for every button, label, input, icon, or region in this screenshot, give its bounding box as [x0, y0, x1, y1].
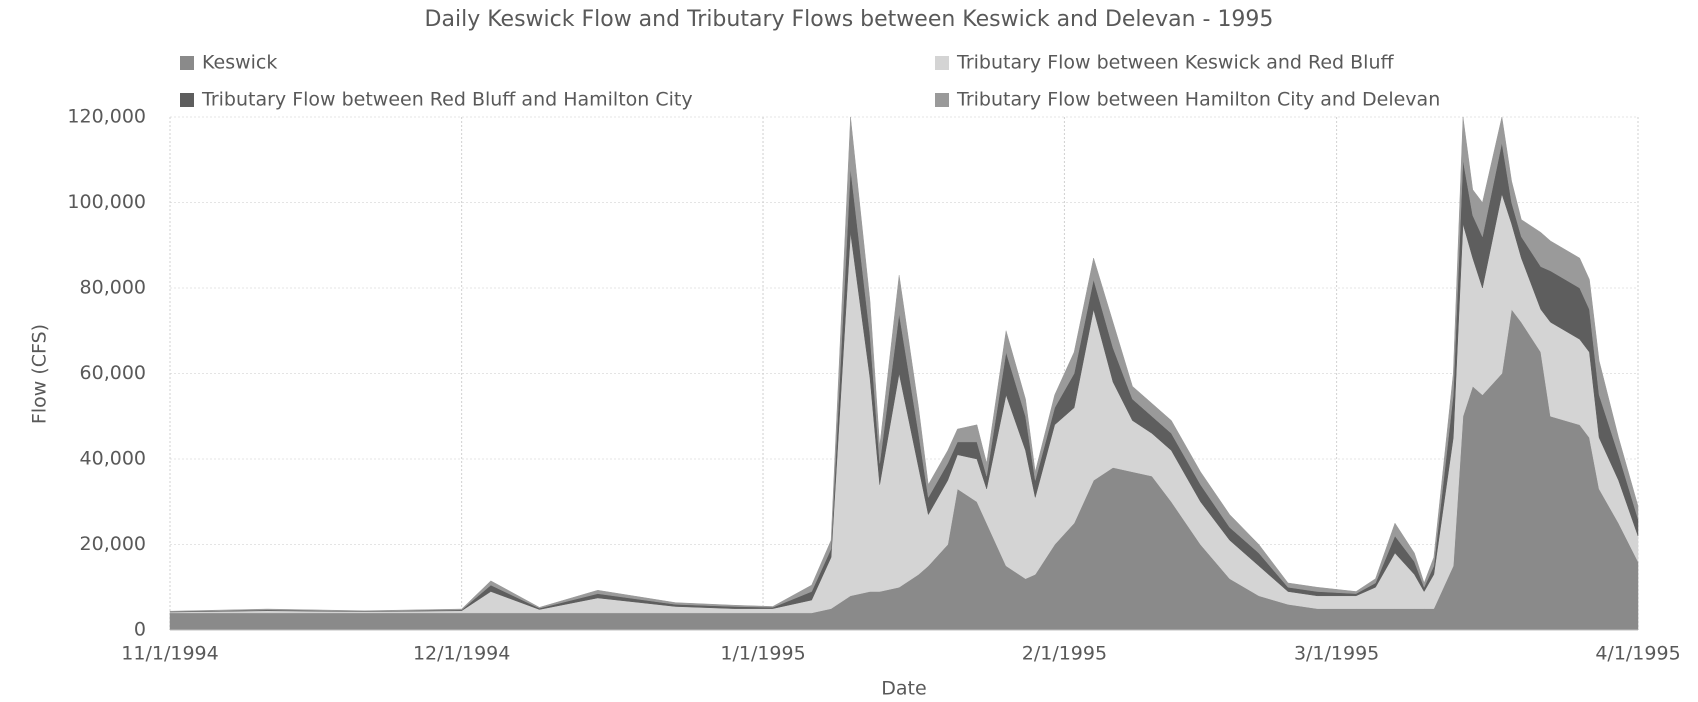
x-tick-label: 2/1/1995 — [1022, 643, 1107, 665]
y-tick-label: 100,000 — [67, 191, 146, 213]
y-tick-label: 60,000 — [80, 362, 146, 384]
legend-label: Keswick — [202, 52, 277, 74]
x-tick-label: 4/1/1995 — [1595, 643, 1680, 665]
x-axis-label: Date — [881, 678, 926, 700]
area — [169, 116, 1639, 612]
y-tick-label: 0 — [134, 619, 146, 641]
area — [169, 192, 1639, 614]
y-tick-label: 120,000 — [67, 106, 146, 128]
y-tick-label: 20,000 — [80, 533, 146, 555]
y-axis-label: Flow (CFS) — [29, 324, 51, 424]
legend-swatch — [935, 93, 949, 107]
x-tick-label: 1/1/1995 — [720, 643, 805, 665]
x-tick-label: 11/1/1994 — [121, 643, 218, 665]
y-tick-label: 80,000 — [80, 277, 146, 299]
legend-label: Tributary Flow between Keswick and Red B… — [956, 52, 1394, 74]
legend-swatch — [180, 93, 194, 107]
legend-label: Tributary Flow between Hamilton City and… — [956, 89, 1440, 111]
legend-swatch — [935, 56, 949, 70]
legend-label: Tributary Flow between Red Bluff and Ham… — [201, 89, 693, 111]
y-tick-label: 40,000 — [80, 448, 146, 470]
chart-title: Daily Keswick Flow and Tributary Flows b… — [425, 7, 1274, 32]
legend-swatch — [180, 56, 194, 70]
x-tick-label: 12/1/1994 — [413, 643, 510, 665]
x-tick-label: 3/1/1995 — [1294, 643, 1379, 665]
